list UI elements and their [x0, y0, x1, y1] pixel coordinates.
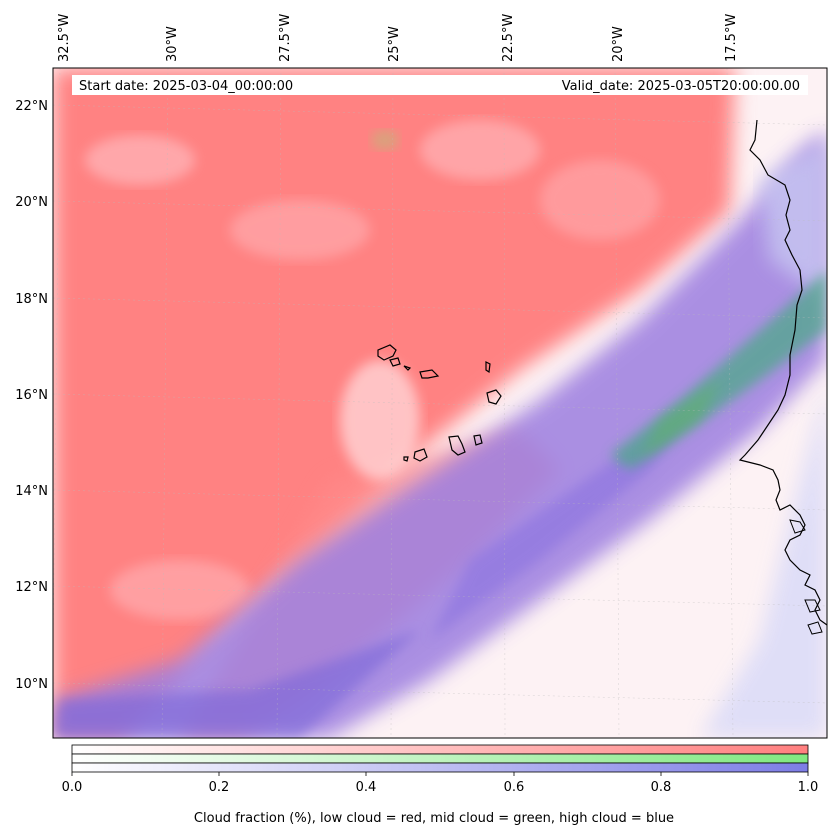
colorbar-tick-label: 0.8: [651, 780, 672, 795]
longitude-labels: 32.5°W 30°W 27.5°W 25°W 22.5°W 20°W 17.5…: [57, 14, 739, 62]
start-date-label: Start date: 2025-03-04_00:00:00: [79, 79, 293, 94]
lon-tick-label: 32.5°W: [57, 14, 72, 62]
map-border: [52, 67, 828, 739]
coast-islands: [789, 519, 823, 635]
lon-tick-label: 17.5°W: [724, 14, 739, 62]
lat-tick-label: 22°N: [15, 99, 48, 114]
gridlines: [53, 68, 827, 738]
colorbar-mid: [71, 753, 809, 764]
colorbar-low: [71, 744, 809, 755]
lat-tick-label: 12°N: [15, 580, 48, 595]
colorbar-tick-label: 0.6: [504, 780, 525, 795]
mid-cloud-band: [610, 270, 827, 470]
lon-tick-label: 30°W: [165, 26, 180, 62]
colorbar-tick-label: 0.4: [356, 780, 377, 795]
lat-tick-label: 20°N: [15, 195, 48, 210]
colorbar-tick-label: 1.0: [798, 780, 819, 795]
colorbar-caption: Cloud fraction (%), low cloud = red, mid…: [194, 811, 674, 826]
lat-tick-label: 18°N: [15, 292, 48, 307]
lon-tick-label: 27.5°W: [278, 14, 293, 62]
valid-date-label: Valid_date: 2025-03-05T20:00:00.00: [562, 79, 800, 94]
colorbar: 0.0 0.2 0.4 0.6 0.8 1.0 Cloud fraction (…: [62, 744, 819, 826]
colorbar-high: [71, 762, 809, 773]
lat-tick-label: 10°N: [15, 677, 48, 692]
colorbar-tick-label: 0.0: [62, 780, 83, 795]
lon-tick-label: 25°W: [387, 26, 402, 62]
lat-tick-label: 14°N: [15, 484, 48, 499]
africa-coastline: [738, 119, 827, 626]
latitude-labels: 22°N 20°N 18°N 16°N 14°N 12°N 10°N: [15, 99, 48, 692]
lon-tick-label: 20°W: [611, 26, 626, 62]
lon-tick-label: 22.5°W: [501, 14, 516, 62]
cape-verde-islands: [377, 344, 502, 462]
info-banner: [72, 75, 808, 95]
lat-tick-label: 16°N: [15, 388, 48, 403]
map-area: [53, 68, 827, 738]
colorbar-tick-label: 0.2: [209, 780, 230, 795]
